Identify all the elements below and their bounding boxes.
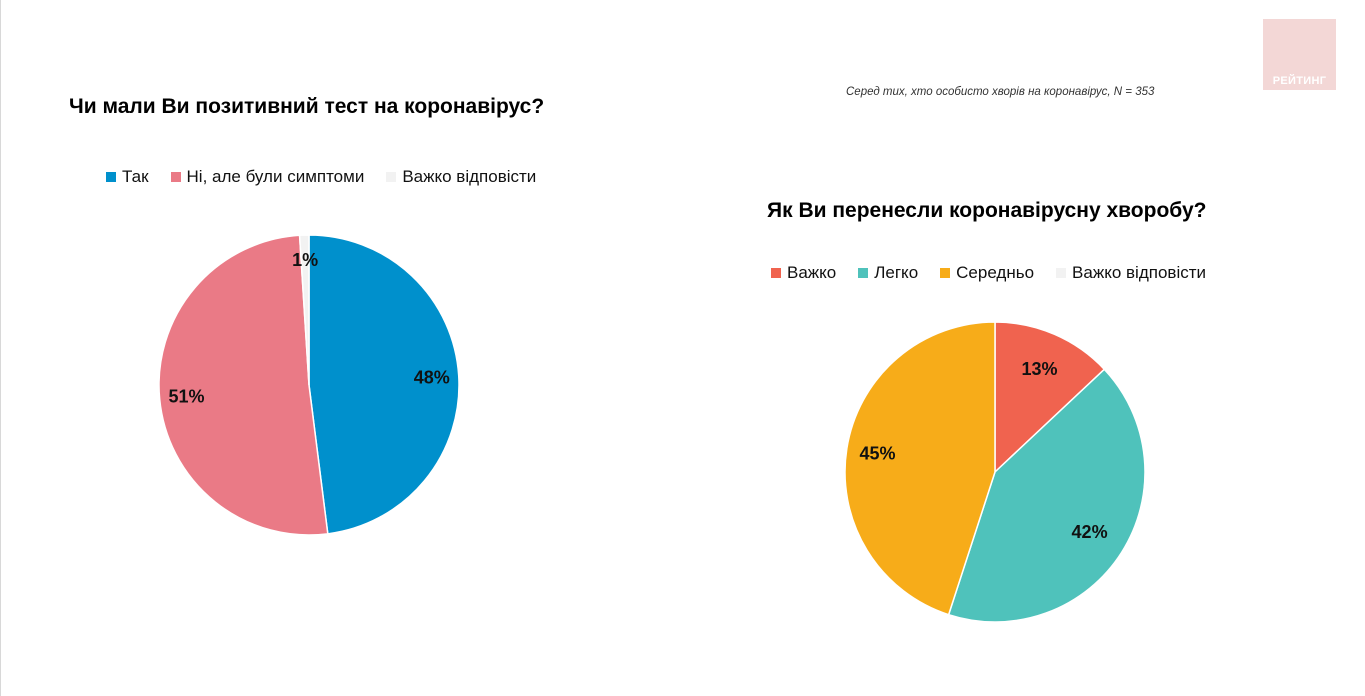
chart1-legend-label-yes: Так [122, 167, 149, 186]
chart1-slice-2 [298, 234, 310, 386]
chart1-title: Чи мали Ви позитивний тест на коронавіру… [69, 95, 545, 118]
chart1-legend-swatch-no-symptoms [170, 172, 181, 182]
chart2-legend-swatch-hard [771, 268, 781, 278]
chart2-slice-0 [994, 321, 1106, 474]
chart2-legend-item-medium: Середньо [940, 263, 1034, 283]
chart2-pie: 13% 42% 45% [844, 321, 1146, 623]
chart2-slice-2 [844, 321, 996, 616]
chart2-legend-swatch-easy [858, 268, 869, 278]
chart2-legend-label-hard: Важко [787, 263, 837, 282]
chart1-pie: 48% 51% 1% [158, 234, 460, 536]
chart2-legend-swatch-hard-to-say [1056, 268, 1067, 278]
chart1-legend-swatch-hard-to-say [386, 172, 397, 182]
rating-logo: РЕЙТИНГ [1263, 19, 1336, 90]
chart2-legend-label-medium: Середньо [956, 263, 1035, 282]
chart2-data-label-2: 45% [859, 443, 895, 463]
chart2-legend-item-hard-to-say: Важко відповісти [1056, 263, 1206, 283]
chart1-legend-label-hard-to-say: Важко відповісти [402, 167, 537, 186]
chart2-legend-label-hard-to-say: Важко відповісти [1072, 263, 1206, 282]
chart1-legend: Так Ні, але були симптоми Важко відповіс… [106, 167, 558, 187]
chart1-slice-0 [308, 234, 460, 535]
chart1-legend-item-yes: Так [106, 167, 149, 187]
chart1-data-label-2: 1% [292, 250, 318, 270]
chart2-legend-swatch-medium [940, 268, 951, 278]
chart2-legend-item-hard: Важко [771, 263, 836, 283]
chart1-legend-item-no-symptoms: Ні, але були симптоми [170, 167, 365, 187]
chart2-slice-1 [947, 368, 1146, 623]
chart1-legend-item-hard-to-say: Важко відповісти [386, 167, 536, 187]
chart1-legend-label-no-symptoms: Ні, але були симптоми [186, 167, 365, 186]
chart2-data-label-1: 42% [1072, 522, 1108, 542]
chart1-slice-1 [158, 234, 329, 536]
chart1-legend-swatch-yes [106, 172, 116, 182]
chart2-data-label-0: 13% [1021, 359, 1057, 379]
chart2-legend-label-easy: Легко [874, 263, 919, 282]
chart2-legend: Важко Легко Середньо Важко відповісти [771, 263, 1228, 283]
chart2-title: Як Ви перенесли коронавірусну хворобу? [767, 199, 1207, 222]
page-left-border [0, 0, 1, 696]
chart1-data-label-0: 48% [414, 367, 450, 387]
rating-logo-text: РЕЙТИНГ [1272, 75, 1327, 87]
chart1-data-label-1: 51% [169, 387, 205, 407]
sample-note: Серед тих, хто особисто хворів на корона… [846, 86, 1155, 98]
chart2-legend-item-easy: Легко [858, 263, 918, 283]
